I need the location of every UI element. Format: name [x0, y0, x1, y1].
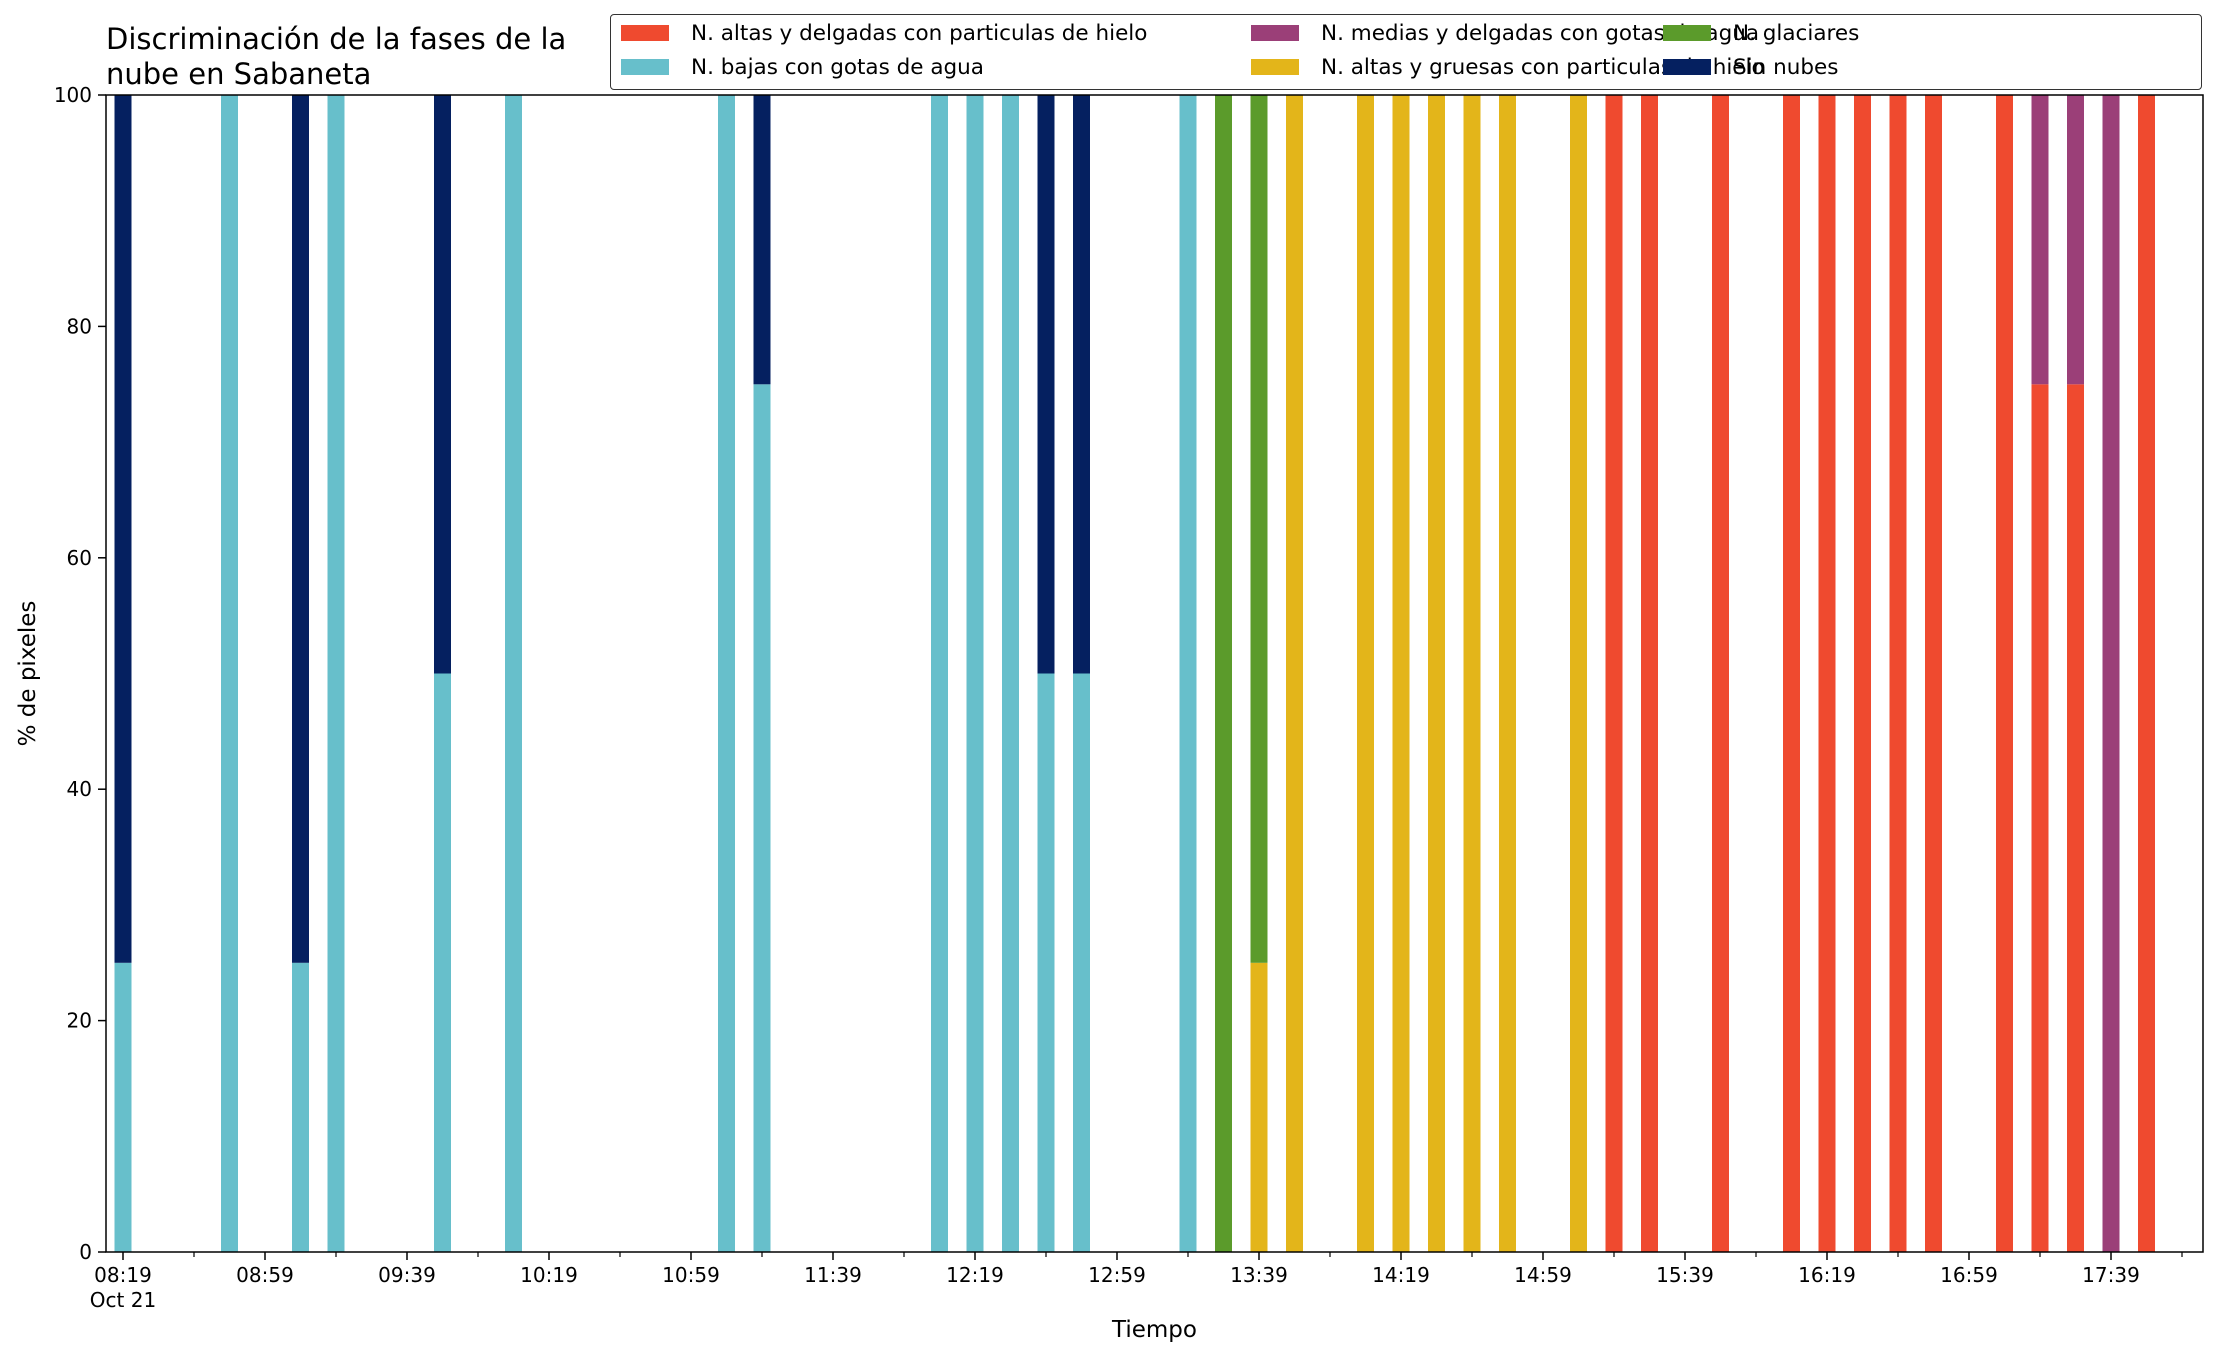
bar-27-segment-0: [1818, 95, 1836, 1252]
x-axis-label: Tiempo: [1111, 1317, 1197, 1343]
bar-21-segment-0: [1499, 95, 1516, 1252]
legend-swatch: [1251, 25, 1299, 41]
y-axis: 0 20 40 60 80 100: [54, 83, 106, 1264]
x-tick-label: 10:19: [520, 1263, 578, 1287]
bar-18-segment-0: [1392, 95, 1410, 1252]
x-tick-label: 14:19: [1372, 1263, 1430, 1287]
x-tick-label: 16:59: [1940, 1263, 1998, 1287]
bar-1-segment-0: [221, 95, 238, 1252]
bars-group: [114, 95, 2155, 1253]
y-tick-label: 100: [54, 83, 92, 107]
x-tick-label: 08:59: [236, 1263, 294, 1287]
bar-20-segment-0: [1463, 95, 1481, 1252]
legend-item-5: Sin nubes: [1663, 52, 1838, 82]
legend-item-2: N. bajas con gotas de agua: [621, 52, 984, 82]
legend-swatch: [621, 25, 669, 41]
y-axis-label: % de pixeles: [15, 601, 41, 747]
x-tick-label: 13:39: [1230, 1263, 1288, 1287]
bar-12-segment-1: [1073, 95, 1090, 674]
legend-label: N. altas y delgadas con particulas de hi…: [691, 20, 1148, 46]
x-date-label: Oct 21: [90, 1288, 156, 1312]
bar-17-segment-0: [1357, 95, 1374, 1252]
bar-0-segment-0: [114, 962, 132, 1253]
legend-label: N. bajas con gotas de agua: [691, 54, 984, 80]
bar-28-segment-0: [1854, 95, 1871, 1252]
x-tick-label: 12:59: [1088, 1263, 1146, 1287]
bar-33-segment-0: [2067, 384, 2084, 1253]
x-tick-label: 16:19: [1798, 1263, 1856, 1287]
x-tick-label: 11:39: [804, 1263, 862, 1287]
bar-19-segment-0: [1428, 95, 1445, 1252]
legend-label: N. glaciares: [1733, 20, 1860, 46]
bar-7-segment-0: [753, 384, 771, 1253]
bar-33-segment-1: [2067, 95, 2084, 385]
chart-title-line-2: nube en Sabaneta: [106, 57, 372, 91]
y-tick-label: 0: [79, 1240, 92, 1264]
x-tick-label: 15:39: [1656, 1263, 1714, 1287]
legend-swatch: [1251, 59, 1299, 75]
bar-13-segment-0: [1179, 95, 1197, 1252]
bar-16-segment-0: [1286, 95, 1303, 1252]
bar-4-segment-0: [434, 673, 451, 1252]
bar-15-segment-1: [1250, 95, 1268, 963]
y-tick-label: 60: [67, 546, 92, 570]
bar-12-segment-0: [1073, 673, 1090, 1252]
chart-title: Discriminación de la fases de la nube en …: [106, 22, 566, 92]
bar-3-segment-0: [327, 95, 345, 1252]
bar-31-segment-0: [1996, 95, 2013, 1252]
legend-swatch: [621, 59, 669, 75]
x-tick-label: 14:59: [1514, 1263, 1572, 1287]
plot-frame: [105, 94, 2204, 1253]
bar-10-segment-0: [1002, 95, 1019, 1252]
bar-30-segment-0: [1925, 95, 1942, 1252]
bar-7-segment-1: [753, 95, 771, 385]
bar-24-segment-0: [1641, 95, 1658, 1252]
legend-item-3: N. glaciares: [1663, 18, 1859, 48]
x-tick-label: 08:19: [94, 1263, 152, 1287]
bar-14-segment-0: [1215, 95, 1232, 1252]
bar-35-segment-0: [2138, 95, 2155, 1252]
bar-15-segment-0: [1250, 962, 1268, 1253]
x-tick-label: 09:39: [378, 1263, 436, 1287]
bar-5-segment-0: [505, 95, 522, 1252]
y-tick-label: 40: [67, 777, 92, 801]
bar-23-segment-0: [1605, 95, 1623, 1252]
bar-11-segment-0: [1037, 673, 1055, 1252]
x-tick-label: 10:59: [662, 1263, 720, 1287]
bar-32-segment-1: [2031, 95, 2049, 385]
x-tick-label: 12:19: [946, 1263, 1004, 1287]
y-tick-label: 80: [67, 314, 92, 338]
bar-9-segment-0: [966, 95, 984, 1252]
legend-swatch: [1663, 59, 1711, 75]
bar-26-segment-0: [1783, 95, 1800, 1252]
bar-29-segment-0: [1889, 95, 1907, 1252]
legend-label: Sin nubes: [1733, 54, 1839, 80]
bar-25-segment-0: [1712, 95, 1729, 1252]
bar-8-segment-0: [931, 95, 948, 1252]
bar-0-segment-1: [114, 95, 132, 963]
bar-2-segment-0: [292, 962, 309, 1253]
bar-2-segment-1: [292, 95, 309, 963]
legend: N. altas y delgadas con particulas de hi…: [610, 14, 2202, 90]
bar-6-segment-0: [718, 95, 735, 1252]
y-tick-label: 20: [67, 1009, 92, 1033]
x-tick-label: 17:39: [2082, 1263, 2140, 1287]
chart-title-line-1: Discriminación de la fases de la: [106, 22, 567, 56]
bar-11-segment-1: [1037, 95, 1055, 674]
bar-22-segment-0: [1570, 95, 1587, 1252]
bar-32-segment-0: [2031, 384, 2049, 1253]
bar-34-segment-0: [2102, 95, 2120, 1252]
legend-item-0: N. altas y delgadas con particulas de hi…: [621, 18, 1147, 48]
legend-swatch: [1663, 25, 1711, 41]
bar-4-segment-1: [434, 95, 451, 674]
